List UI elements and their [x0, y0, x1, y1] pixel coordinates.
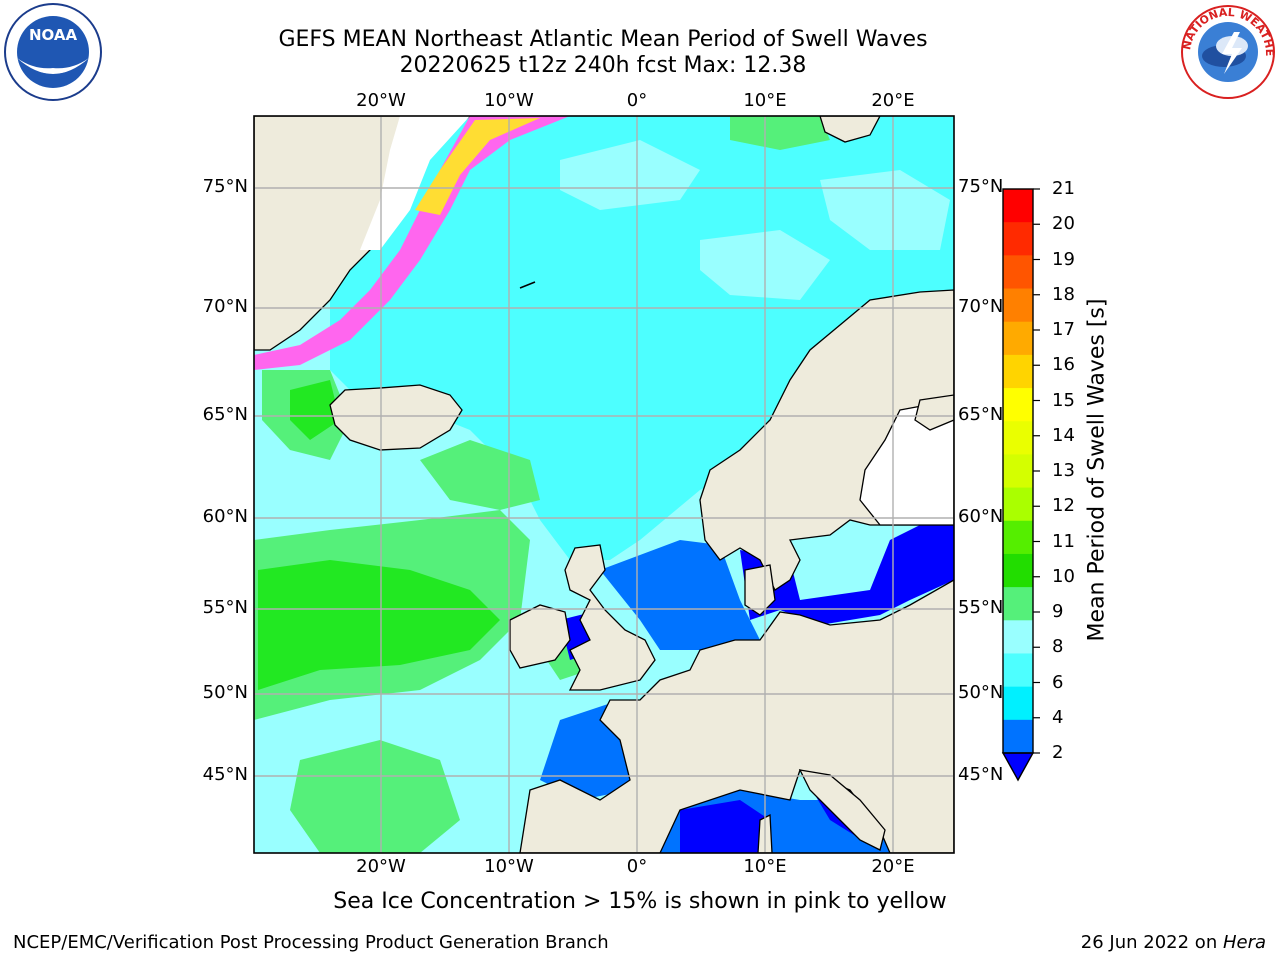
colorbar-tick-label: 12: [1052, 495, 1075, 517]
lon-label-bottom: 10°W: [484, 856, 534, 877]
colorbar-segment: [1003, 553, 1033, 588]
colorbar-tick-label: 9: [1052, 601, 1064, 622]
swell-region-blue-baltic: [740, 525, 954, 625]
gulf-of-bothnia: [859, 399, 954, 526]
colorbar-segments: [1003, 189, 1033, 754]
chart-title: GEFS MEAN Northeast Atlantic Mean Period…: [278, 27, 928, 52]
colorbar-tick-label: 19: [1052, 248, 1075, 270]
graticule: [254, 116, 954, 853]
swell-region-green-lightC: [420, 440, 540, 510]
noaa-logo: NOAA: [4, 3, 102, 101]
colorbar-tick-label: 14: [1052, 424, 1075, 446]
footer-right: 26 Jun 2022 on Hera: [1081, 932, 1266, 953]
colorbar-tick-label: 8: [1052, 636, 1064, 658]
land-jan-mayen: [519, 281, 536, 289]
colorbar-segment: [1003, 288, 1033, 323]
land-denmark: [744, 564, 776, 616]
map-frame: [253, 115, 955, 854]
lon-label-top: 0°: [626, 90, 648, 111]
lon-label-bottom: 0°: [626, 856, 648, 877]
colorbar-segment: [1003, 653, 1033, 688]
lat-label-right: 65°N: [958, 404, 1004, 425]
colorbar-tick-label: 2: [1052, 742, 1064, 763]
colorbar-segment: [1003, 719, 1033, 754]
lat-label-right: 70°N: [958, 296, 1004, 317]
lat-label-right: 55°N: [958, 597, 1004, 618]
noaa-logo-text: NOAA: [29, 26, 78, 44]
colorbar-tick-label: 11: [1052, 530, 1075, 552]
lat-label-left: 45°N: [202, 764, 248, 785]
footer-date: 26 Jun 2022 on: [1080, 932, 1223, 953]
lat-label-right: 75°N: [958, 176, 1004, 197]
lon-label-bottom: 10°E: [743, 856, 787, 877]
colorbar-tick-label: 17: [1052, 319, 1075, 340]
colorbar-tick-label: 13: [1052, 460, 1075, 481]
colorbar-tick-label: 18: [1052, 283, 1075, 305]
swell-region-deepblue-north-sea: [600, 540, 760, 650]
lon-label-top: 10°W: [484, 90, 534, 111]
colorbar-segment: [1003, 421, 1033, 455]
land-iceland: [329, 384, 463, 451]
sea-ice-note: Sea Ice Concentration > 15% is shown in …: [333, 889, 947, 914]
colorbar-tick-label: 20: [1052, 213, 1075, 235]
colorbar-segment: [1003, 587, 1033, 621]
lat-label-left: 55°N: [202, 597, 248, 618]
swell-region-lightcyan-1: [560, 140, 700, 210]
colorbar-tick-label: 10: [1052, 565, 1075, 587]
lon-label-bottom: 20°E: [871, 856, 915, 877]
colorbar-label: Mean Period of Swell Waves [s]: [1084, 298, 1110, 642]
lat-label-left: 50°N: [202, 682, 248, 703]
colorbar-segment: [1003, 321, 1033, 356]
land-svalbard: [819, 116, 881, 143]
swell-region-green-lightD: [290, 740, 460, 853]
colorbar-tick-label: 6: [1052, 671, 1064, 693]
lat-label-left: 60°N: [202, 506, 248, 527]
swell-region-cyan: [330, 116, 954, 560]
colorbar-extend-arrow: [1001, 752, 1035, 782]
lon-label-bottom: 20°W: [356, 856, 406, 877]
footer-machine: Hera: [1222, 932, 1266, 953]
sea-ice-band-yellow: [415, 118, 540, 215]
swell-region-green-A: [258, 560, 500, 690]
colorbar-tick-label: 4: [1052, 706, 1064, 728]
swell-region-green-lightE: [730, 116, 830, 150]
colorbar-segment: [1003, 454, 1033, 489]
colorbar-tick-marks: [1033, 188, 1040, 754]
colorbar-segment: [1003, 222, 1033, 256]
lat-label-left: 75°N: [202, 176, 248, 197]
colorbar-segment: [1003, 189, 1033, 223]
sea-ice-band: [254, 116, 570, 370]
swell-region-green-B: [290, 380, 340, 440]
footer-left: NCEP/EMC/Verification Post Processing Pr…: [13, 932, 609, 953]
land-great-britain: [564, 544, 656, 691]
swell-region-lightcyan-3: [820, 170, 950, 250]
lat-label-left: 65°N: [202, 404, 248, 425]
lat-label-right: 45°N: [958, 764, 1004, 785]
land-greenland-nodata: [360, 116, 470, 250]
colorbar-segment: [1003, 520, 1033, 555]
nws-logo: NATIONAL WEATHER SERVICE: [1178, 2, 1276, 99]
colorbar-tick-label: 21: [1052, 178, 1075, 199]
chart-subtitle: 20220625 t12z 240h fcst Max: 12.38: [399, 53, 807, 78]
colorbar-segment: [1003, 388, 1033, 422]
swell-region-blue-med: [680, 800, 770, 853]
colorbar-segment: [1003, 686, 1033, 721]
land-italy: [798, 769, 886, 851]
colorbar-segment: [1003, 255, 1033, 290]
colorbar-segment: [1003, 354, 1033, 389]
colorbar-tick-label: 15: [1052, 389, 1075, 411]
lat-label-left: 70°N: [202, 296, 248, 317]
lat-label-right: 50°N: [958, 682, 1004, 703]
colorbar-segment: [1003, 487, 1033, 522]
colorbar-segment: [1003, 620, 1033, 654]
lat-label-right: 60°N: [958, 506, 1004, 527]
lon-label-top: 20°E: [871, 90, 915, 111]
lon-label-top: 20°W: [356, 90, 406, 111]
land-ireland: [509, 604, 571, 669]
lon-label-top: 10°E: [743, 90, 787, 111]
colorbar-tick-label: 16: [1052, 354, 1075, 376]
